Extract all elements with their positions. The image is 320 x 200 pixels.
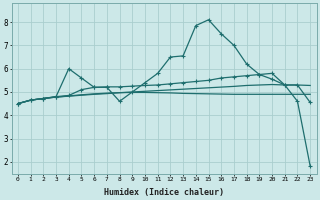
- X-axis label: Humidex (Indice chaleur): Humidex (Indice chaleur): [104, 188, 224, 197]
